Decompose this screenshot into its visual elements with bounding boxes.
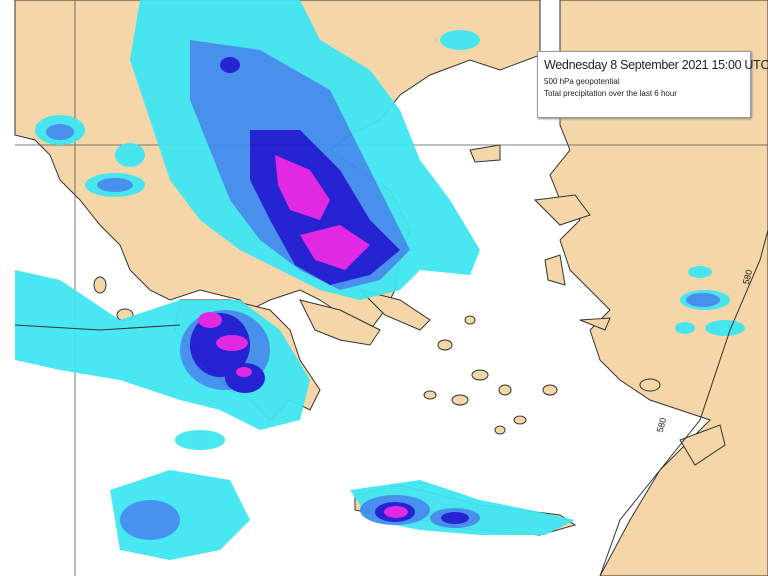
lesvos [533, 194, 591, 226]
lemnos [469, 144, 501, 163]
legend-title: Wednesday 8 September 2021 15:00 UTC [544, 58, 768, 72]
legend-line-geopotential: 500 hPa geopotential [544, 77, 620, 86]
precip-extreme-north [275, 155, 330, 220]
precip-extreme-peloponnese [198, 312, 222, 328]
chios [544, 254, 566, 286]
precipitation [15, 0, 745, 560]
attica [299, 299, 381, 346]
samos [579, 317, 611, 331]
rhodes [679, 424, 726, 466]
legend-line-precipitation: Total precipitation over the last 6 hour [544, 89, 677, 98]
map-legend: Wednesday 8 September 2021 15:00 UTC 500… [537, 51, 768, 118]
contour-580 [599, 229, 768, 576]
precip-extreme-north-2 [300, 225, 370, 270]
boundary-line [14, 324, 181, 331]
evia [358, 289, 431, 331]
